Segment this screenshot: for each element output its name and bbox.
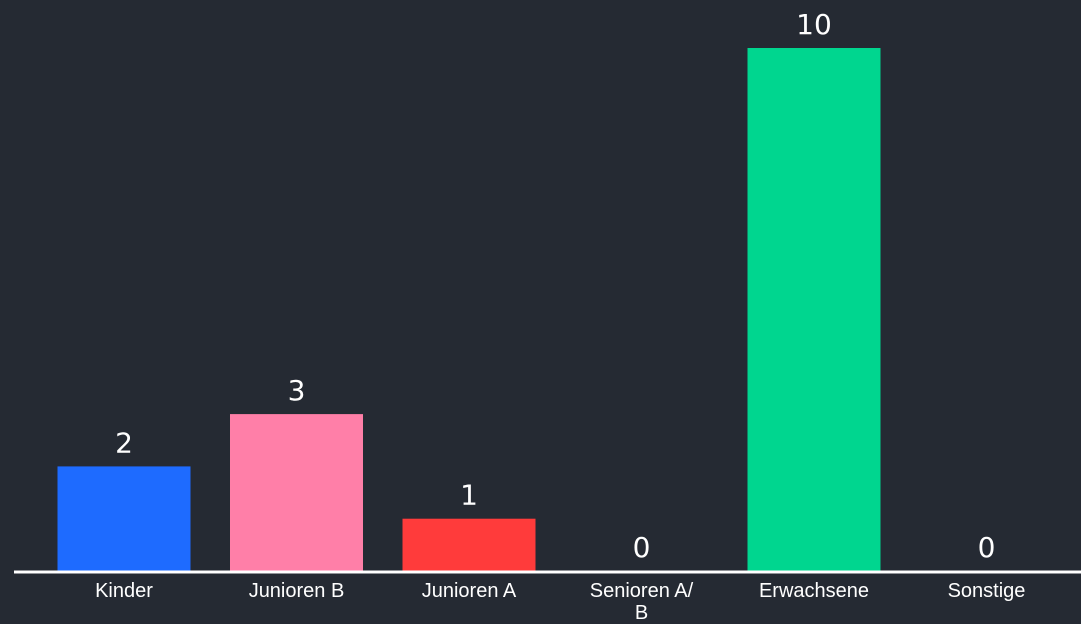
- bar-junioren-a: [402, 518, 536, 571]
- category-label-sonstige: Sonstige: [948, 580, 1026, 602]
- bar-kinder: [57, 466, 191, 571]
- category-labels-group: Kinder Junioren B Junioren A Senioren A/B Er…: [95, 580, 1025, 624]
- category-label-senioren-a-b-line-1: Senioren A/: [590, 580, 694, 602]
- value-label-junioren-a: 1: [460, 479, 478, 512]
- category-label-junioren-a: Junioren A: [422, 580, 517, 602]
- category-label-kinder: Kinder: [95, 580, 153, 602]
- value-label-erwachsene: 10: [796, 8, 832, 41]
- bars-group: [57, 48, 881, 571]
- value-label-sonstige: 0: [978, 531, 996, 564]
- value-label-kinder: 2: [115, 426, 133, 459]
- bar-erwachsene: [747, 48, 881, 571]
- category-label-erwachsene: Erwachsene: [759, 580, 869, 602]
- category-label-senioren-a-b-line-2: B: [635, 602, 648, 624]
- bar-junioren-b: [230, 414, 363, 571]
- category-label-junioren-b: Junioren B: [249, 580, 345, 602]
- value-label-junioren-b: 3: [288, 374, 306, 407]
- value-label-senioren-a-b: 0: [633, 531, 651, 564]
